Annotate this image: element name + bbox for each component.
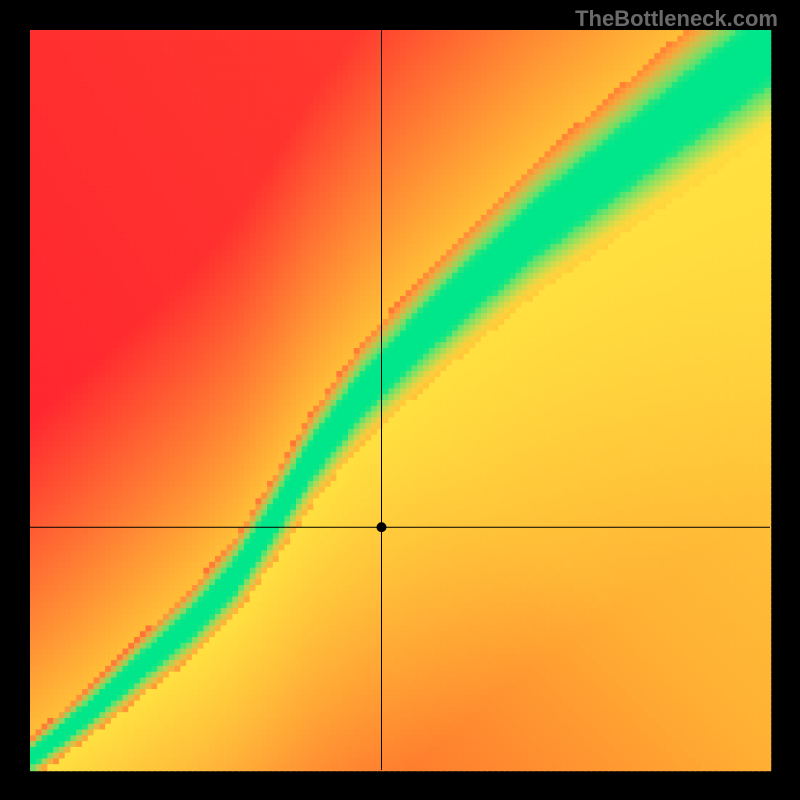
bottleneck-heatmap bbox=[0, 0, 800, 800]
watermark-text: TheBottleneck.com bbox=[575, 6, 778, 32]
chart-container: TheBottleneck.com bbox=[0, 0, 800, 800]
